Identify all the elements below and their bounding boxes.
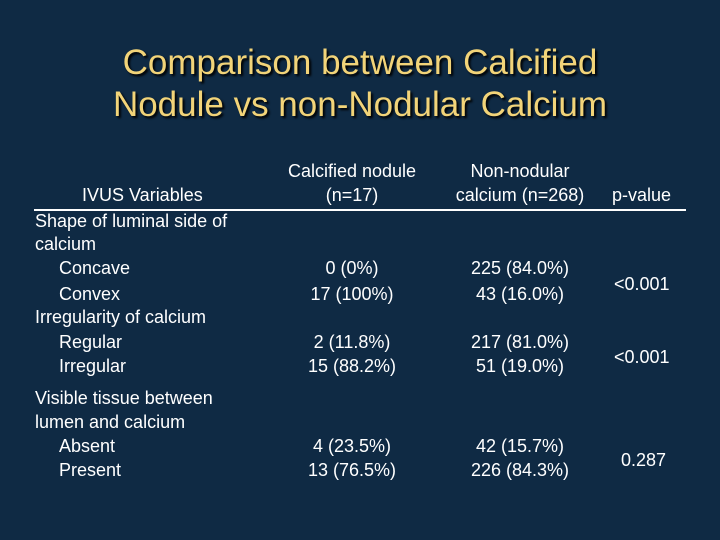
header-rule [34,209,686,211]
cell-calcified-irregular: 15 (88.2%) [307,356,397,376]
group-title-shape-line-1: Shape of luminal side of [35,211,228,231]
cell-calcified-regular: 2 (11.8%) [313,332,391,352]
group-title-visible-tissue-line-2: lumen and calcium [35,412,186,432]
header-ivus-variables: IVUS Variables [82,185,203,205]
row-label-present: Present [59,460,122,480]
header-p-value: p-value [612,185,672,205]
cell-pvalue-shape: <0.001 [614,274,670,294]
cell-pvalue-irregularity: <0.001 [614,347,670,367]
row-label-convex: Convex [59,284,121,304]
cell-calcified-present: 13 (76.5%) [307,460,397,480]
group-title-visible-tissue-line-1: Visible tissue between [35,388,213,408]
row-label-absent: Absent [59,436,116,456]
slide-title: Comparison between Calcified Nodule vs n… [0,42,720,126]
cell-pvalue-visible-tissue: 0.287 [621,450,667,470]
cell-nonnodular-irregular: 51 (19.0%) [475,356,565,376]
title-line-1: Comparison between Calcified [122,43,598,82]
cell-nonnodular-regular: 217 (81.0%) [470,332,570,352]
row-label-irregular: Irregular [59,356,127,376]
row-label-concave: Concave [59,258,131,278]
cell-nonnodular-present: 226 (84.3%) [470,460,570,480]
row-label-regular: Regular [59,332,123,352]
cell-nonnodular-concave: 225 (84.0%) [470,258,570,278]
cell-nonnodular-absent: 42 (15.7%) [475,436,565,456]
title-line-2: Nodule vs non-Nodular Calcium [112,85,608,124]
cell-nonnodular-convex: 43 (16.0%) [475,284,565,304]
header-calcified-line-1: Calcified nodule [287,161,417,181]
cell-calcified-convex: 17 (100%) [310,284,394,304]
header-calcified-line-2: (n=17) [325,185,379,205]
header-nonnodular-line-1: Non-nodular [470,161,570,181]
cell-calcified-absent: 4 (23.5%) [312,436,392,456]
group-title-shape-line-2: calcium [35,234,97,254]
header-nonnodular-line-2: calcium (n=268) [455,185,585,205]
group-title-irregularity: Irregularity of calcium [35,307,207,327]
cell-calcified-concave: 0 (0%) [325,258,379,278]
